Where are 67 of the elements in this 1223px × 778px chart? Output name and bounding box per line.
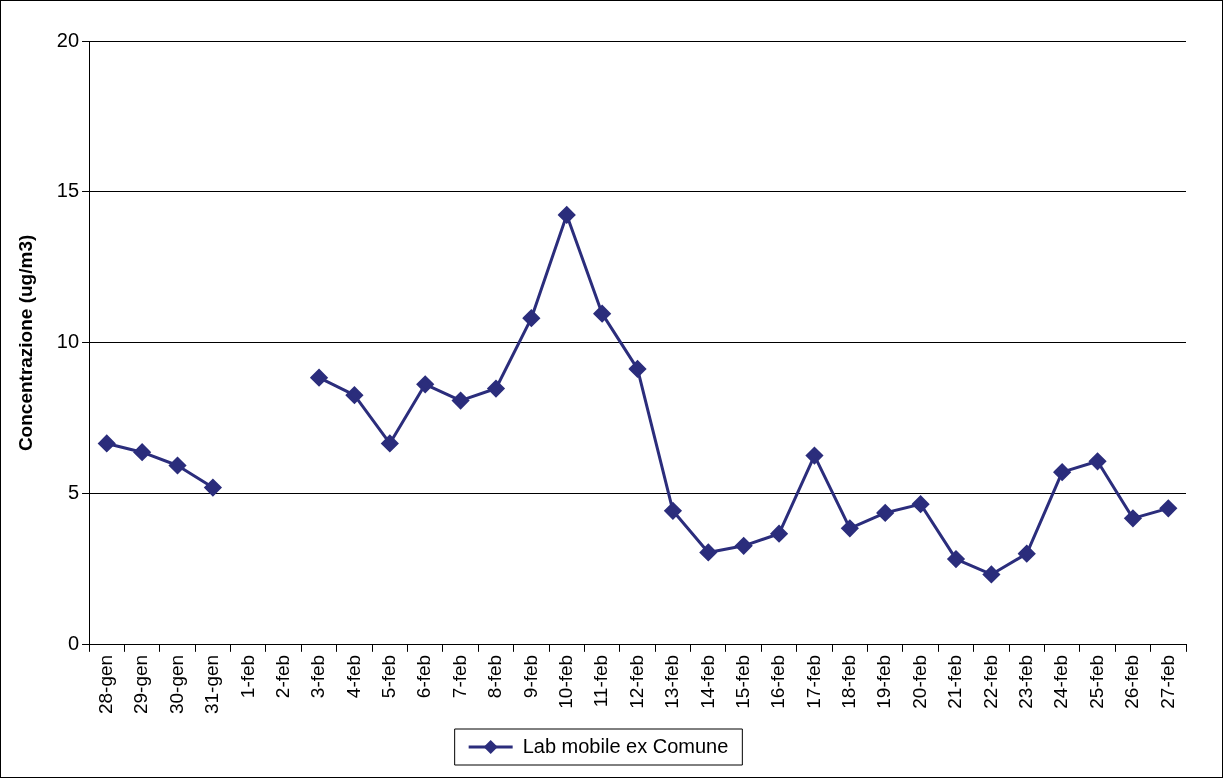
x-tick-label: 12-feb bbox=[625, 654, 647, 709]
point bbox=[841, 519, 859, 537]
x-tick-label: 29-gen bbox=[130, 654, 152, 715]
y-tick-label: 0 bbox=[67, 632, 80, 655]
x-tick-label: 21-feb bbox=[944, 654, 966, 709]
point bbox=[558, 206, 576, 224]
x-tick-label: 3-feb bbox=[307, 654, 329, 699]
point bbox=[310, 369, 328, 387]
point bbox=[982, 565, 1000, 583]
y-tick-label: 15 bbox=[56, 179, 80, 202]
point bbox=[1124, 509, 1142, 527]
x-tick-label: 11-feb bbox=[590, 654, 612, 708]
point bbox=[98, 434, 116, 452]
point bbox=[876, 504, 894, 522]
x-tick-label: 22-feb bbox=[979, 654, 1001, 709]
x-tick-label: 27-feb bbox=[1156, 654, 1178, 709]
x-tick-label: 19-feb bbox=[873, 654, 895, 709]
x-tick-label: 26-feb bbox=[1121, 654, 1143, 709]
point bbox=[947, 550, 965, 568]
legend-label: Lab mobile ex Comune bbox=[522, 734, 729, 757]
x-tick-label: 13-feb bbox=[661, 654, 683, 709]
x-tick-label: 5-feb bbox=[378, 654, 400, 699]
y-tick-label: 5 bbox=[67, 481, 80, 504]
x-tick-label: 28-gen bbox=[94, 654, 116, 715]
point bbox=[1053, 463, 1071, 481]
point bbox=[452, 392, 470, 410]
point bbox=[735, 537, 753, 555]
x-tick-label: 31-gen bbox=[201, 654, 223, 715]
point bbox=[770, 525, 788, 543]
y-tick-label: 10 bbox=[56, 330, 80, 353]
point bbox=[1089, 452, 1107, 470]
point bbox=[593, 305, 611, 323]
x-tick-label: 18-feb bbox=[838, 654, 860, 709]
x-tick-label: 25-feb bbox=[1085, 654, 1107, 709]
x-tick-label: 16-feb bbox=[767, 654, 789, 709]
point bbox=[487, 380, 505, 398]
point bbox=[629, 360, 647, 378]
y-tick-label: 20 bbox=[56, 28, 80, 51]
x-tick-label: 20-feb bbox=[908, 654, 930, 709]
point bbox=[912, 495, 930, 513]
x-tick-label: 6-feb bbox=[413, 654, 435, 699]
point bbox=[664, 502, 682, 520]
point bbox=[169, 457, 187, 474]
x-tick-label: 8-feb bbox=[484, 654, 506, 699]
point bbox=[522, 309, 540, 327]
point bbox=[805, 447, 823, 465]
point bbox=[1018, 545, 1036, 563]
point bbox=[133, 443, 151, 461]
point bbox=[1159, 499, 1177, 517]
x-tick-label: 10-feb bbox=[554, 654, 576, 709]
x-tick-label: 2-feb bbox=[271, 654, 293, 699]
x-tick-label: 15-feb bbox=[731, 654, 753, 709]
x-tick-label: 9-feb bbox=[519, 654, 541, 699]
x-tick-label: 23-feb bbox=[1015, 654, 1036, 709]
x-tick-label: 14-feb bbox=[696, 654, 718, 709]
y-axis-title: Concentrazione (ug/m3) bbox=[14, 234, 36, 452]
x-tick-label: 24-feb bbox=[1050, 654, 1072, 709]
point bbox=[416, 375, 434, 393]
point bbox=[699, 543, 717, 561]
x-tick-label: 4-feb bbox=[342, 654, 364, 699]
point bbox=[381, 434, 399, 452]
point bbox=[204, 479, 222, 497]
x-tick-label: 17-feb bbox=[802, 654, 824, 709]
point bbox=[345, 386, 363, 404]
x-tick-label: 1-feb bbox=[236, 654, 258, 699]
x-tick-label: 7-feb bbox=[448, 654, 470, 699]
x-tick-label: 30-gen bbox=[165, 654, 187, 715]
